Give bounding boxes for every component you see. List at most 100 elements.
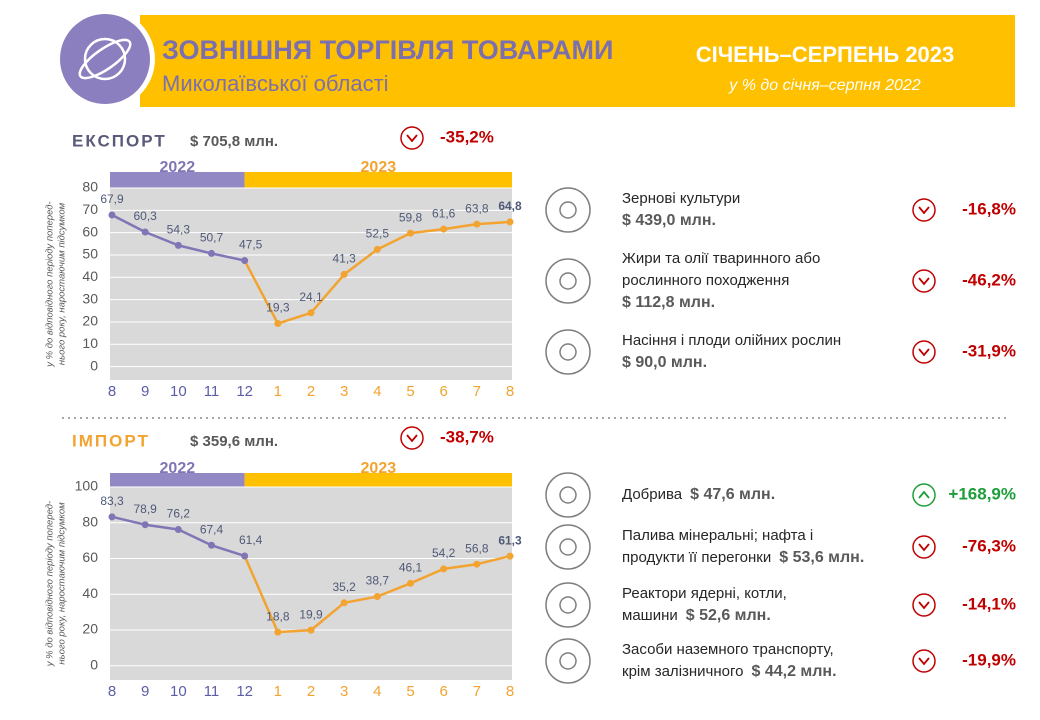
line-segment bbox=[243, 555, 279, 633]
header-title: ЗОВНІШНЯ ТОРГІВЛЯ ТОВАРАМИ bbox=[162, 35, 613, 65]
trend-icon bbox=[912, 649, 936, 673]
product-icon-dot bbox=[559, 538, 577, 556]
year-label: 2022 bbox=[160, 159, 196, 176]
y-tick-label: 0 bbox=[90, 656, 98, 672]
point bbox=[241, 257, 249, 265]
point bbox=[506, 552, 514, 560]
x-tick-label: 1 bbox=[274, 683, 282, 700]
value-label: 38,7 bbox=[366, 574, 390, 588]
value-label: 54,3 bbox=[167, 223, 191, 237]
line-segment bbox=[144, 523, 179, 531]
product-icon-dot bbox=[559, 596, 577, 614]
section-change: -35,2% bbox=[440, 127, 494, 146]
line-segment bbox=[178, 244, 212, 255]
product-icon bbox=[545, 187, 591, 233]
value-label: 76,2 bbox=[167, 507, 191, 521]
line-segment bbox=[243, 259, 279, 325]
y-tick-label: 80 bbox=[82, 513, 98, 529]
product-icon bbox=[545, 524, 591, 570]
value-label: 35,2 bbox=[332, 580, 356, 594]
product-icon bbox=[545, 638, 591, 684]
x-tick-label: 7 bbox=[473, 683, 481, 700]
y-axis-label: у % до відповідного періоду поперед- bbox=[45, 501, 56, 667]
line-segment bbox=[410, 567, 445, 585]
product-name: Жири та олії тваринного або рослинного по… bbox=[622, 250, 820, 311]
product-line: Жири та олії тваринного або bbox=[622, 250, 820, 267]
line-segment bbox=[343, 248, 379, 276]
product-change: -16,8% bbox=[962, 199, 1016, 218]
product-line: Добрива bbox=[622, 486, 683, 503]
point bbox=[307, 626, 315, 634]
value-label: 67,9 bbox=[100, 192, 124, 206]
trend-arrow bbox=[406, 434, 418, 443]
point bbox=[407, 229, 414, 237]
product-value: $ 439,0 млн. bbox=[622, 212, 716, 229]
x-tick-label: 12 bbox=[236, 683, 253, 700]
product-line: рослинного походження bbox=[622, 272, 789, 289]
trend-icon bbox=[912, 340, 936, 364]
product-line: Засоби наземного транспорту, bbox=[622, 641, 834, 658]
point bbox=[108, 211, 116, 219]
line-segment bbox=[443, 222, 478, 231]
point bbox=[208, 249, 215, 257]
value-label: 56,8 bbox=[465, 541, 489, 555]
product-icon bbox=[545, 472, 591, 518]
y-tick-label: 70 bbox=[82, 201, 98, 217]
point bbox=[473, 560, 481, 568]
y-tick-label: 0 bbox=[90, 357, 98, 373]
y-axis-label: нього року, наростаючим підсумком bbox=[57, 202, 68, 365]
y-tick-label: 30 bbox=[82, 290, 98, 306]
product-icon bbox=[545, 258, 591, 304]
x-tick-label: 6 bbox=[439, 383, 447, 400]
trend-arrow bbox=[918, 277, 930, 286]
point bbox=[373, 245, 381, 253]
y-tick-label: 50 bbox=[82, 246, 98, 262]
value-label: 61,3 bbox=[498, 533, 522, 547]
trend-icon bbox=[400, 126, 424, 150]
x-tick-label: 3 bbox=[340, 683, 348, 700]
line-segment bbox=[111, 515, 146, 526]
x-tick-label: 10 bbox=[170, 683, 187, 700]
x-tick-label: 8 bbox=[108, 383, 116, 400]
x-tick-label: 11 bbox=[204, 383, 220, 400]
trend-icon bbox=[912, 198, 936, 222]
year-band bbox=[110, 172, 245, 188]
value-label: 19,9 bbox=[299, 607, 323, 621]
value-label: 19,3 bbox=[266, 301, 290, 315]
x-tick-label: 2 bbox=[307, 383, 315, 400]
line-segment bbox=[476, 220, 511, 226]
trend-icon bbox=[912, 483, 936, 507]
product-change: -76,3% bbox=[962, 536, 1016, 555]
product-change: -19,9% bbox=[962, 650, 1016, 669]
product-value: $ 52,6 млн. bbox=[686, 607, 771, 624]
line-segment bbox=[277, 628, 312, 634]
section-total: $ 359,6 млн. bbox=[190, 433, 278, 450]
value-label: 52,5 bbox=[366, 227, 390, 241]
point bbox=[274, 628, 282, 636]
y-tick-label: 100 bbox=[75, 478, 99, 494]
point bbox=[440, 565, 448, 573]
x-tick-label: 4 bbox=[373, 683, 381, 700]
point bbox=[340, 599, 348, 607]
y-tick-label: 40 bbox=[82, 585, 98, 601]
trend-arrow bbox=[918, 543, 930, 552]
trend-arrow bbox=[918, 601, 930, 610]
value-label: 54,2 bbox=[432, 546, 456, 560]
value-label: 18,8 bbox=[266, 609, 290, 623]
trend-icon bbox=[912, 535, 936, 559]
line-segment bbox=[376, 231, 412, 251]
x-tick-label: 2 bbox=[307, 683, 315, 700]
y-axis-label: у % до відповідного періоду поперед- bbox=[45, 201, 56, 367]
y-tick-label: 20 bbox=[82, 621, 98, 637]
period: СІЧЕНЬ–СЕРПЕНЬ 2023 bbox=[696, 42, 955, 67]
point bbox=[407, 579, 414, 587]
product-change: -14,1% bbox=[962, 594, 1016, 613]
x-tick-label: 11 bbox=[204, 683, 220, 700]
point bbox=[241, 552, 249, 560]
x-tick-label: 6 bbox=[439, 683, 447, 700]
x-tick-label: 8 bbox=[108, 683, 116, 700]
trend-arrow bbox=[918, 657, 930, 666]
x-tick-label: 9 bbox=[141, 683, 149, 700]
trend-arrow bbox=[918, 206, 930, 215]
point bbox=[307, 309, 315, 317]
